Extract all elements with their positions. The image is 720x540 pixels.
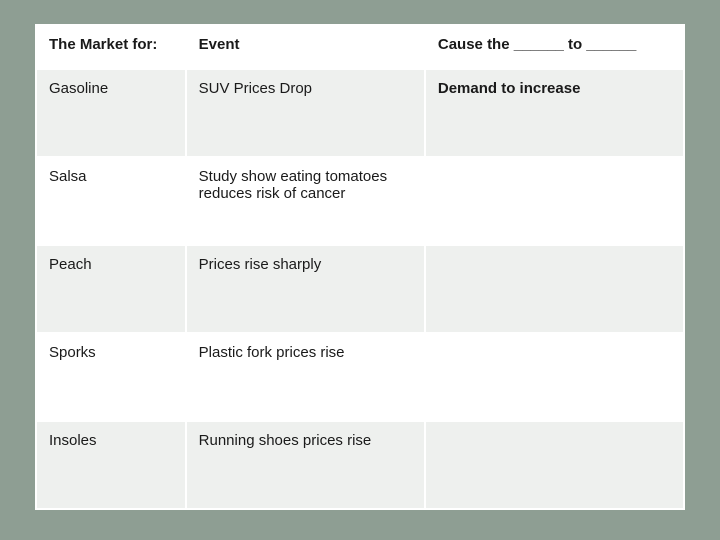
table-row: Salsa Study show eating tomatoes reduces… <box>36 157 684 245</box>
cell-event: Running shoes prices rise <box>186 421 425 509</box>
cell-event: Plastic fork prices rise <box>186 333 425 421</box>
cell-event: SUV Prices Drop <box>186 69 425 157</box>
col-header-cause: Cause the ______ to ______ <box>425 25 684 69</box>
cell-market: Sporks <box>36 333 186 421</box>
cell-event: Prices rise sharply <box>186 245 425 333</box>
col-header-event: Event <box>186 25 425 69</box>
table-header-row: The Market for: Event Cause the ______ t… <box>36 25 684 69</box>
market-events-table: The Market for: Event Cause the ______ t… <box>35 24 685 510</box>
table-row: Gasoline SUV Prices Drop Demand to incre… <box>36 69 684 157</box>
cell-event: Study show eating tomatoes reduces risk … <box>186 157 425 245</box>
cell-market: Salsa <box>36 157 186 245</box>
cell-cause <box>425 245 684 333</box>
table-row: Peach Prices rise sharply <box>36 245 684 333</box>
table-row: Insoles Running shoes prices rise <box>36 421 684 509</box>
cell-cause <box>425 421 684 509</box>
cell-market: Gasoline <box>36 69 186 157</box>
cell-cause <box>425 333 684 421</box>
cell-cause <box>425 157 684 245</box>
col-header-market: The Market for: <box>36 25 186 69</box>
cell-market: Peach <box>36 245 186 333</box>
cell-market: Insoles <box>36 421 186 509</box>
table-row: Sporks Plastic fork prices rise <box>36 333 684 421</box>
cell-cause: Demand to increase <box>425 69 684 157</box>
